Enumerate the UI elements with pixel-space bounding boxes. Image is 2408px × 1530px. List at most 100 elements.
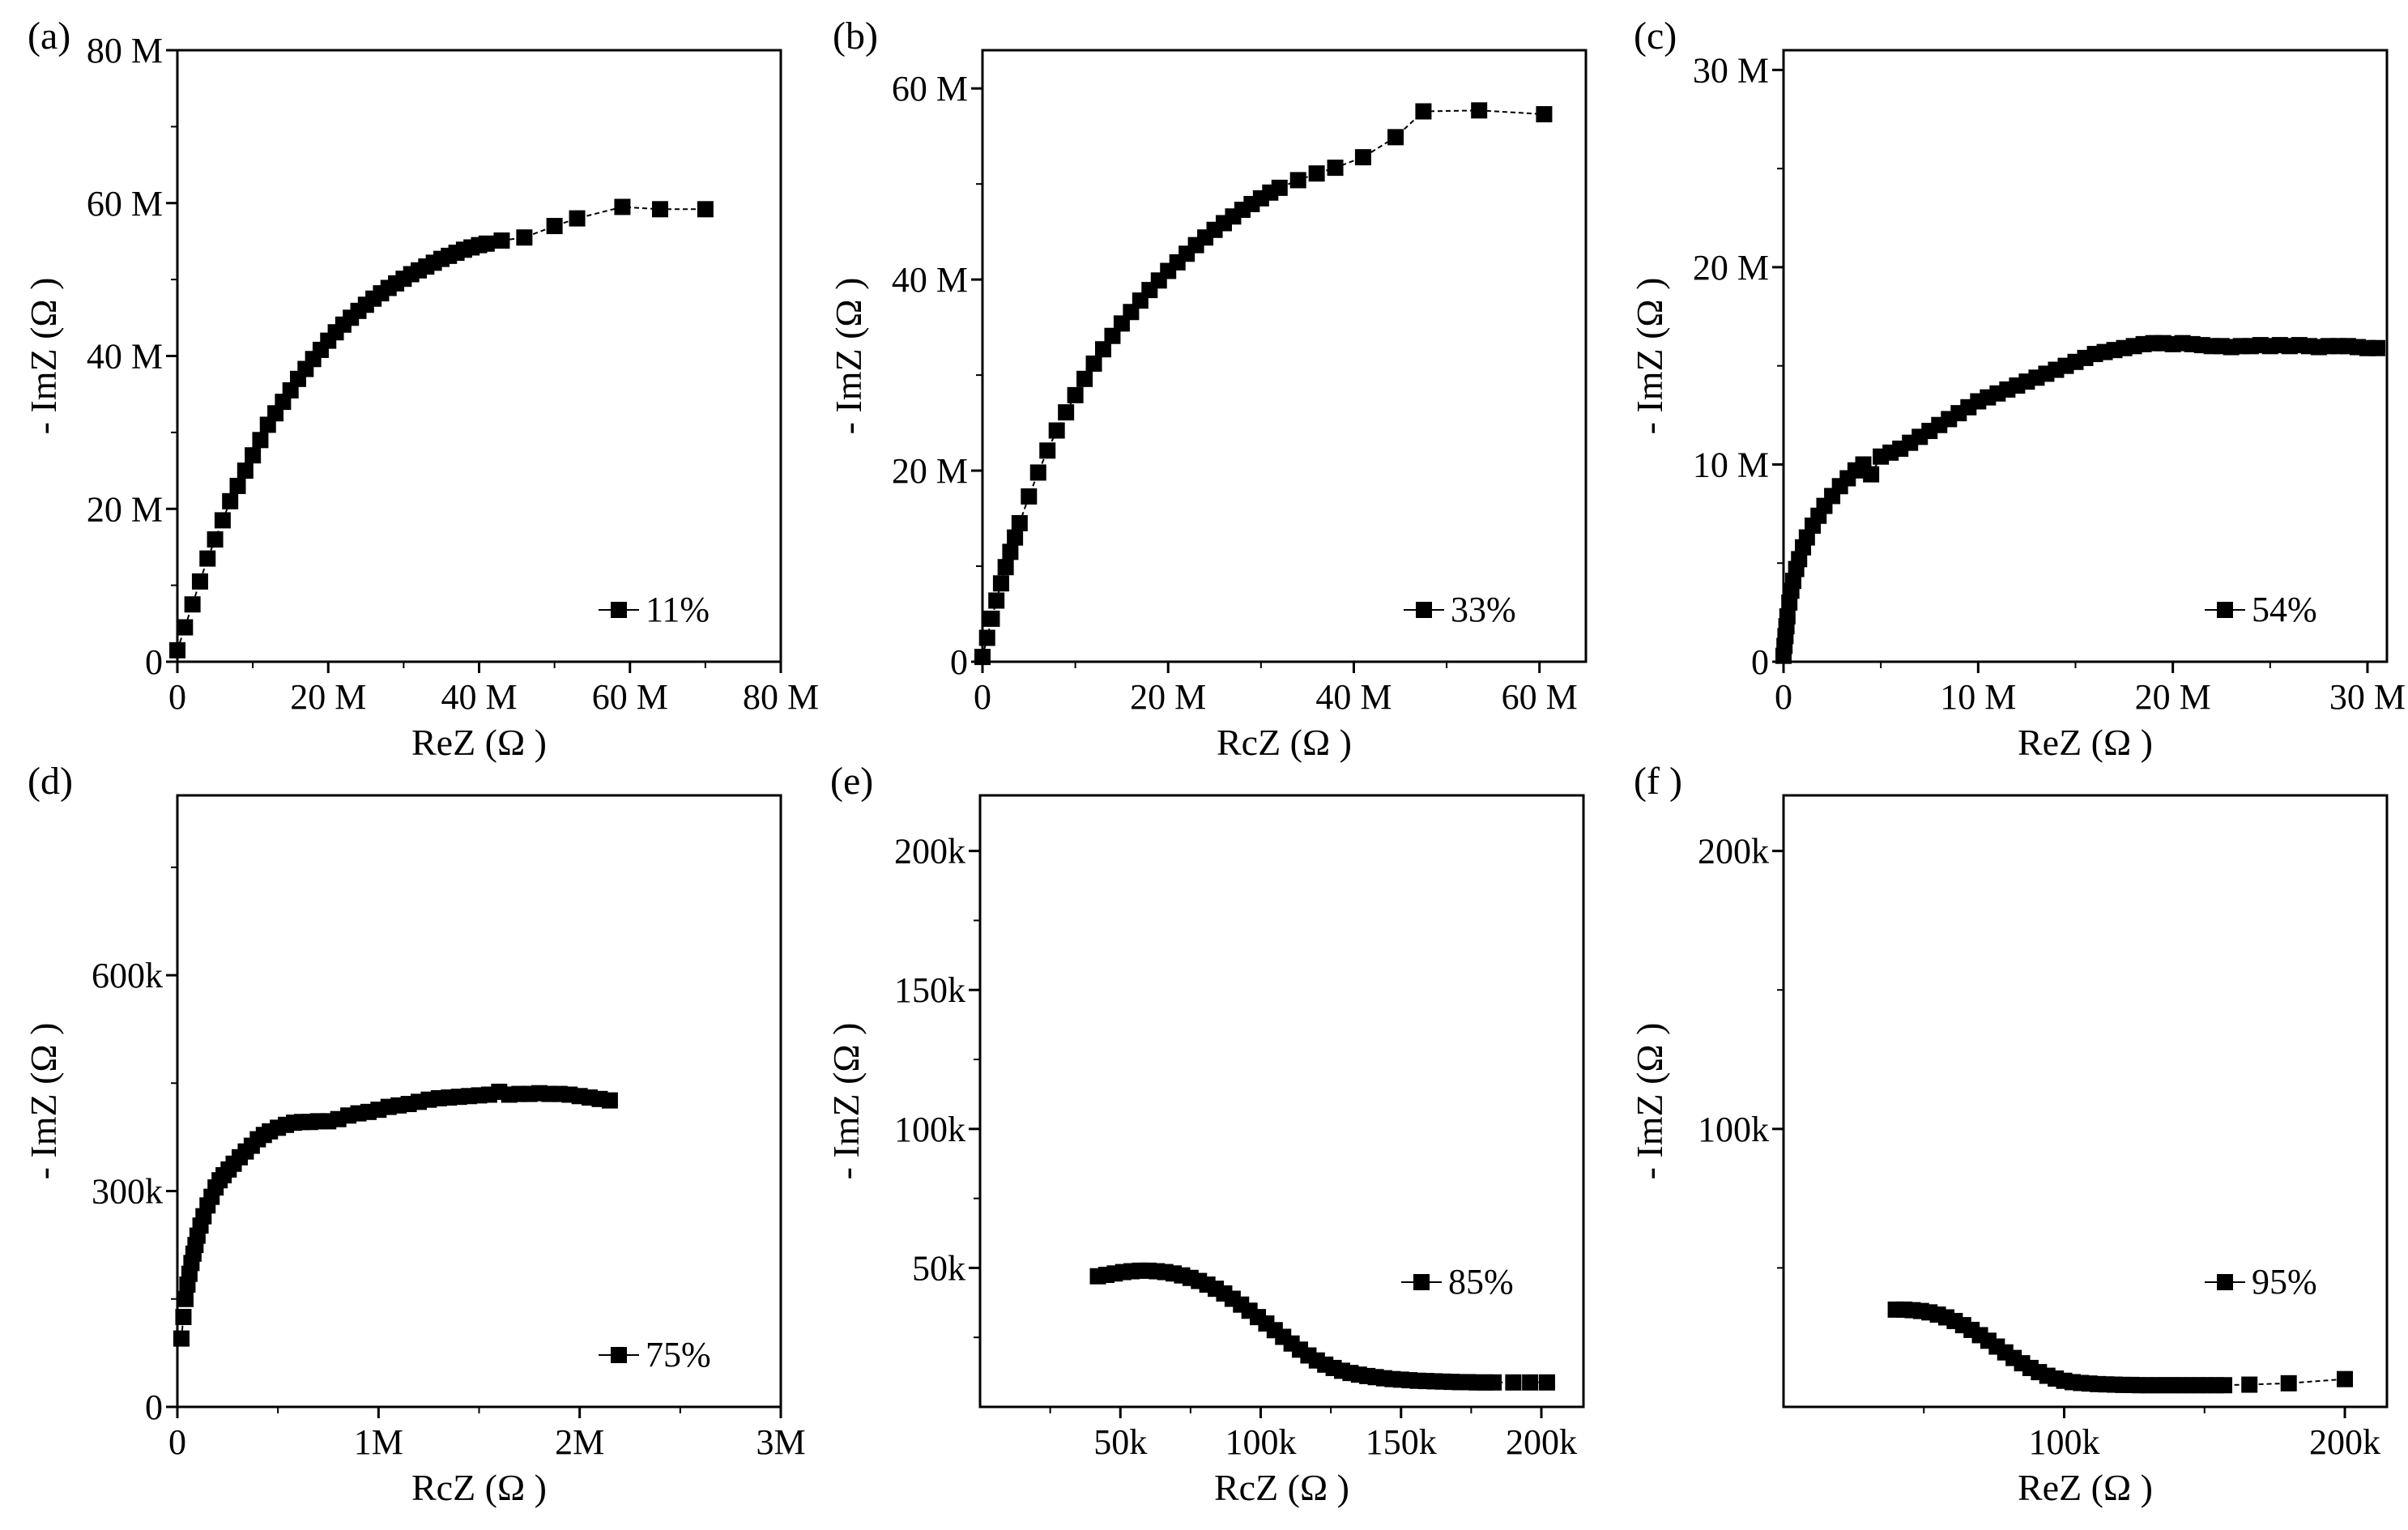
data-point	[199, 550, 216, 567]
x-tick-label: 1M	[354, 1422, 403, 1462]
data-point	[237, 462, 254, 479]
x-tick-label: 80 M	[743, 677, 819, 717]
y-axis-title: - ImZ (Ω )	[23, 278, 64, 435]
data-point	[1327, 160, 1344, 177]
x-tick-label: 0	[974, 677, 991, 717]
legend-label: 54%	[2252, 590, 2317, 629]
data-point	[229, 477, 246, 494]
data-point	[978, 629, 995, 646]
x-tick-label: 100k	[1225, 1422, 1297, 1462]
x-tick-label: 200k	[2309, 1422, 2380, 1462]
data-point	[1779, 607, 1796, 624]
legend-label: 85%	[1448, 1262, 1514, 1302]
x-tick-label: 2M	[555, 1422, 604, 1462]
x-tick-label: 3M	[756, 1422, 805, 1462]
x-tick-label: 0	[168, 677, 186, 717]
y-tick-label: 10 M	[1693, 445, 1769, 484]
y-tick-label: 0	[1751, 642, 1769, 682]
x-axis-title: ReZ (Ω )	[2018, 722, 2153, 763]
data-point	[983, 610, 1000, 627]
panel-label: (f )	[1634, 760, 1682, 803]
data-point	[191, 573, 208, 590]
x-tick-label: 200k	[1506, 1422, 1577, 1462]
x-tick-label: 0	[1775, 677, 1792, 717]
x-tick-label: 20 M	[2135, 677, 2211, 717]
data-point	[177, 1290, 194, 1307]
data-point	[1021, 488, 1038, 505]
y-tick-label: 50k	[912, 1248, 965, 1288]
x-tick-label: 100k	[2029, 1422, 2100, 1462]
x-axis-title: ReZ (Ω )	[2018, 1467, 2153, 1508]
data-point	[173, 1330, 190, 1347]
x-tick-label: 20 M	[290, 677, 366, 717]
data-point	[1076, 370, 1093, 387]
data-point	[2241, 1376, 2258, 1393]
data-point	[493, 232, 510, 249]
data-point	[2280, 1374, 2297, 1391]
y-tick-label: 0	[145, 642, 163, 682]
legend-label: 75%	[646, 1335, 711, 1374]
data-point	[974, 649, 991, 666]
legend-label: 33%	[1451, 590, 1516, 629]
data-point	[1058, 404, 1075, 421]
data-point	[1029, 464, 1046, 481]
y-tick-label: 20 M	[87, 489, 163, 529]
legend-marker	[1413, 1274, 1430, 1290]
data-point	[516, 229, 533, 246]
x-tick-label: 150k	[1366, 1422, 1437, 1462]
x-tick-label: 40 M	[441, 677, 517, 717]
data-point	[1863, 466, 1880, 483]
data-point	[1039, 442, 1056, 459]
plot-frame	[176, 49, 782, 663]
data-point	[569, 210, 586, 227]
data-point	[175, 1308, 192, 1325]
data-point	[614, 198, 631, 215]
plot-frame	[1782, 794, 2389, 1409]
data-point	[1354, 149, 1371, 166]
data-point	[1048, 422, 1065, 439]
data-point	[988, 592, 1005, 609]
data-point	[2216, 1377, 2233, 1394]
x-tick-label: 50k	[1093, 1422, 1147, 1462]
data-point	[169, 641, 185, 658]
y-axis-title: - ImZ (Ω )	[828, 278, 869, 435]
x-axis-title: RcZ (Ω )	[411, 1467, 547, 1508]
series-line	[181, 1090, 611, 1339]
x-tick-label: 20 M	[1130, 677, 1206, 717]
panel-label: (d)	[28, 760, 73, 803]
plot-frame	[978, 794, 1585, 1409]
x-tick-label: 60 M	[1502, 677, 1578, 717]
data-point	[997, 559, 1014, 576]
data-point	[207, 531, 224, 548]
x-axis-title: RcZ (Ω )	[1217, 722, 1352, 763]
data-point	[1085, 355, 1102, 372]
panel-e: (e) 50k 100k 150k 200k 50k 100k 150k 200k RcZ (Ω …	[825, 760, 1585, 1508]
y-tick-label: 20 M	[1693, 248, 1769, 288]
data-point	[184, 596, 201, 613]
y-tick-label: 100k	[1698, 1110, 1769, 1149]
x-tick-label: 0	[168, 1422, 186, 1462]
data-point	[1007, 529, 1024, 546]
y-tick-label: 20 M	[892, 451, 968, 491]
x-tick-label: 60 M	[592, 677, 668, 717]
y-axis-title: - ImZ (Ω )	[1629, 278, 1670, 435]
data-point	[992, 575, 1009, 592]
data-point	[2337, 1370, 2354, 1387]
panel-b: (b) 0 20 M 40 M 60 M 0 20 M 40 M 60 M RcZ (Ω ) - I…	[828, 15, 1588, 763]
x-axis-title: ReZ (Ω )	[411, 722, 547, 763]
series-line	[177, 206, 705, 651]
legend-label: 11%	[646, 590, 710, 629]
data-point	[1415, 103, 1432, 120]
data-point	[1002, 543, 1019, 560]
y-tick-label: 200k	[1698, 832, 1769, 872]
y-axis-title: - ImZ (Ω )	[23, 1023, 64, 1180]
legend-marker	[611, 602, 627, 618]
data-point	[177, 619, 194, 636]
x-tick-label: 30 M	[2329, 677, 2406, 717]
data-point	[214, 512, 231, 529]
data-point	[1104, 327, 1121, 344]
x-tick-label: 40 M	[1315, 677, 1392, 717]
data-point	[652, 201, 668, 218]
data-point	[697, 201, 714, 218]
